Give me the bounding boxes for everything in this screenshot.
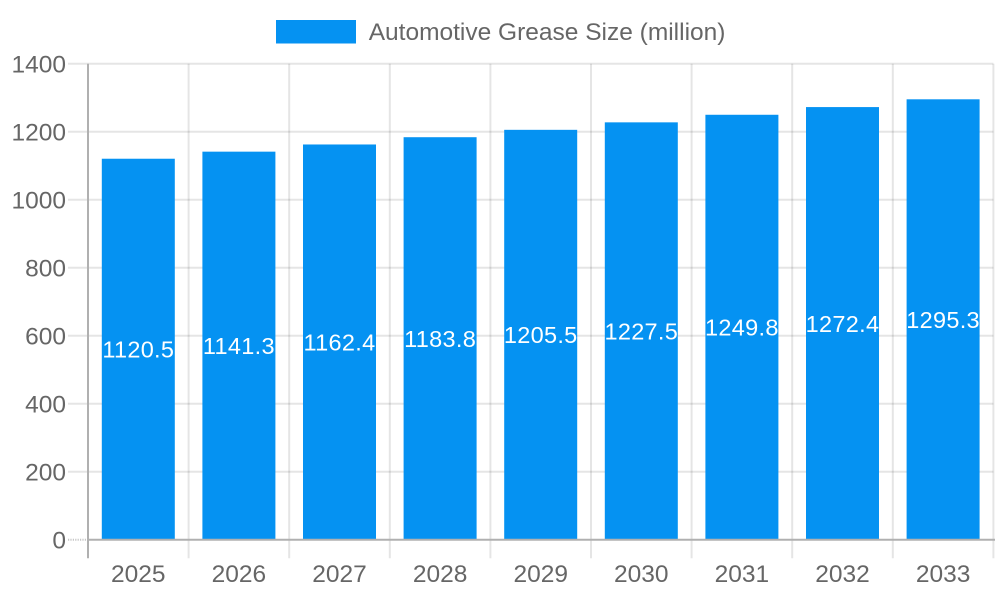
svg-text:2029: 2029	[513, 561, 568, 588]
svg-text:2033: 2033	[916, 561, 971, 588]
svg-text:1200: 1200	[11, 119, 66, 146]
svg-text:2027: 2027	[312, 561, 367, 588]
svg-text:200: 200	[25, 459, 66, 486]
svg-text:2032: 2032	[815, 561, 870, 588]
svg-text:Automotive Grease Size (millio: Automotive Grease Size (million)	[369, 19, 726, 46]
svg-text:2030: 2030	[614, 561, 669, 588]
svg-text:2031: 2031	[715, 561, 770, 588]
svg-text:1249.8: 1249.8	[705, 315, 779, 341]
svg-text:1183.8: 1183.8	[404, 326, 476, 352]
svg-text:2025: 2025	[111, 561, 166, 588]
svg-text:600: 600	[25, 323, 66, 350]
svg-text:800: 800	[25, 255, 66, 282]
svg-text:2026: 2026	[212, 561, 267, 588]
svg-text:0: 0	[52, 527, 66, 554]
svg-text:2028: 2028	[413, 561, 468, 588]
svg-text:1120.5: 1120.5	[102, 337, 174, 363]
svg-text:400: 400	[25, 391, 66, 418]
svg-text:1400: 1400	[11, 51, 66, 78]
svg-text:1227.5: 1227.5	[604, 318, 678, 344]
svg-text:1205.5: 1205.5	[504, 322, 578, 348]
svg-text:1141.3: 1141.3	[203, 333, 275, 359]
svg-text:1000: 1000	[11, 187, 66, 214]
svg-text:1295.3: 1295.3	[906, 307, 980, 333]
svg-text:1162.4: 1162.4	[304, 330, 376, 356]
svg-text:1272.4: 1272.4	[806, 311, 880, 337]
